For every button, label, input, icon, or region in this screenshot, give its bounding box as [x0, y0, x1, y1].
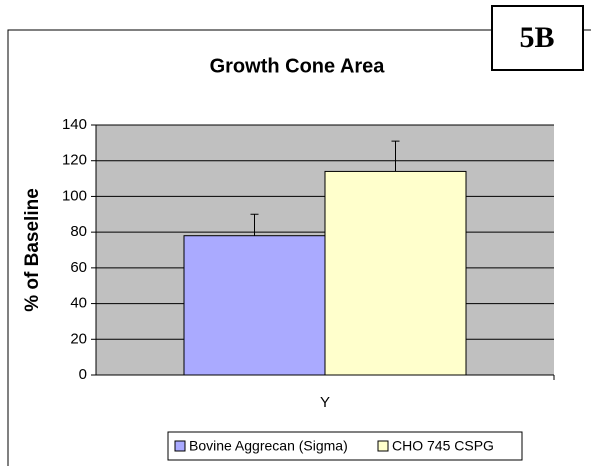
- y-tick-label: 140: [62, 116, 87, 133]
- legend-swatch: [377, 440, 389, 452]
- bar: [324, 170, 467, 376]
- y-tick-label: 120: [62, 152, 87, 169]
- bar: [183, 235, 326, 376]
- legend-swatch: [174, 440, 186, 452]
- legend-label: Bovine Aggrecan (Sigma): [189, 438, 348, 454]
- y-tick-label: 100: [62, 187, 87, 204]
- x-tick-label: Y: [320, 394, 330, 411]
- y-tick-label: 80: [70, 223, 87, 240]
- chart-title: Growth Cone Area: [210, 55, 386, 77]
- legend-box: [167, 431, 523, 461]
- legend-label: CHO 745 CSPG: [392, 438, 494, 454]
- y-tick-label: 0: [79, 366, 87, 383]
- panel-label: 5B: [519, 21, 554, 54]
- error-bar: [391, 140, 400, 172]
- error-bar: [250, 213, 259, 236]
- panel-box: [491, 5, 584, 71]
- y-tick-label: 20: [70, 330, 87, 347]
- y-tick-label: 60: [70, 259, 87, 276]
- y-tick-label: 40: [70, 295, 87, 312]
- y-axis-label: % of Baseline: [22, 188, 43, 312]
